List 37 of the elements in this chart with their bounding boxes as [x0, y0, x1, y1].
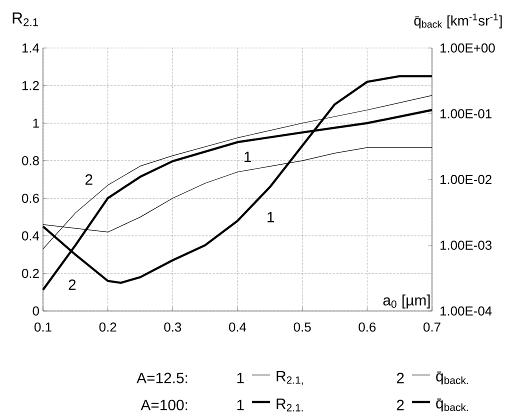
- y-tick-label: 0: [32, 306, 39, 316]
- x-tick-label: 0.2: [99, 322, 116, 332]
- y-tick-label: 0.6: [22, 194, 39, 203]
- text: 2: [396, 372, 404, 384]
- text: 1: [237, 372, 244, 384]
- y2-tick-label: 1.00E-01: [440, 109, 492, 118]
- legend-label: R$_{2.1,}$: [276, 371, 303, 385]
- text: A=100:: [140, 400, 188, 410]
- text: A=12.5:: [136, 372, 188, 384]
- text: 2: [396, 400, 404, 410]
- x-axis-title: a$_{0}$ [µm]: [383, 294, 430, 308]
- annotation: 1: [244, 152, 252, 162]
- y-tick-label: 1.4: [22, 44, 40, 52]
- legend-label: R$_{2.1.}$: [276, 398, 303, 412]
- y2-tick-label: 1.00E+00: [440, 43, 495, 53]
- annotation: 1: [268, 212, 274, 222]
- y2-tick-label: 1.00E-04: [440, 306, 492, 316]
- x-tick-label: 0.5: [294, 322, 311, 332]
- x-tick-label: 0.1: [34, 322, 52, 332]
- annotation: 2: [68, 279, 76, 290]
- x-tick-label: 0.7: [424, 322, 440, 332]
- y-axis-title: R$_{2.1}$: [12, 12, 38, 26]
- y-tick-label: 1.2: [22, 81, 39, 90]
- legend-label: q̄$_{back.}$: [436, 372, 468, 384]
- y-tick-label: 0.2: [22, 268, 39, 278]
- legend-label: q̄$_{back.}$: [436, 398, 468, 412]
- y-tick-label: 1: [33, 118, 39, 128]
- x-tick-label: 0.3: [164, 322, 182, 332]
- y2-tick-label: 1.00E-02: [440, 174, 492, 184]
- annotation: 2: [86, 174, 92, 185]
- y-tick-label: 0.4: [22, 231, 40, 240]
- y2-axis-title: q̄$_{back}$ [km$^{-1}$sr$^{-1}$]: [414, 14, 502, 28]
- text: 1: [237, 400, 244, 410]
- y2-tick-label: 1.00E-03: [440, 240, 492, 250]
- y-tick-label: 0.8: [22, 156, 39, 166]
- x-tick-label: 0.4: [229, 322, 246, 332]
- x-tick-label: 0.6: [358, 322, 376, 332]
